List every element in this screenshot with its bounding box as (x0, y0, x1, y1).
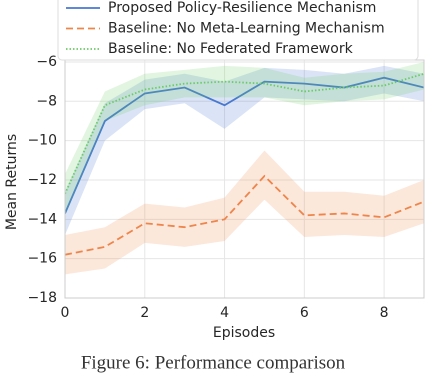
y-axis-label: Mean Returns (4, 134, 20, 230)
legend-label: Baseline: No Federated Framework (108, 41, 354, 57)
legend-label: Baseline: No Meta-Learning Mechanism (108, 21, 385, 37)
x-tick-label: 4 (220, 305, 229, 321)
series-line (65, 174, 424, 256)
x-tick-label: 0 (61, 305, 70, 321)
x-tick-label: 2 (140, 305, 149, 321)
y-tick-label: −14 (27, 211, 57, 227)
legend-box (57, 0, 419, 61)
confidence-band (65, 150, 424, 275)
x-tick-label: 6 (300, 305, 309, 321)
y-tick-label: −18 (27, 290, 57, 306)
series-line (65, 76, 424, 214)
legend-label: Proposed Policy-Resilience Mechanism (108, 0, 376, 16)
y-tick-label: −10 (27, 133, 57, 149)
x-axis-label: Episodes (213, 325, 275, 341)
figure-caption: Figure 6: Performance comparison (81, 352, 346, 373)
y-tick-label: −12 (27, 172, 57, 188)
confidence-band (65, 61, 424, 216)
confidence-band (65, 65, 424, 236)
x-tick-label: 8 (380, 305, 389, 321)
series-line (65, 72, 424, 195)
y-tick-label: −16 (27, 251, 57, 267)
y-tick-label: −8 (36, 93, 57, 109)
y-tick-label: −6 (36, 54, 57, 70)
